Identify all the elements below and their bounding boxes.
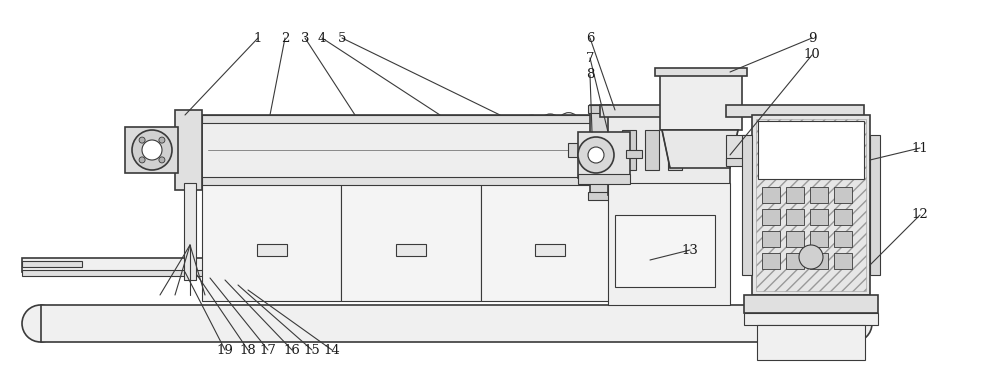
Bar (810, 253, 828, 269)
Bar (810, 231, 828, 247)
Bar (668, 130, 682, 170)
Bar (615, 190, 623, 204)
Circle shape (578, 137, 614, 173)
Bar (588, 105, 612, 113)
Text: 4: 4 (318, 31, 326, 45)
Text: 1: 1 (254, 31, 262, 45)
Bar (752, 115, 870, 295)
Bar (600, 105, 738, 117)
Text: 16: 16 (284, 343, 300, 357)
Bar (655, 68, 747, 76)
Bar (744, 313, 878, 325)
Circle shape (139, 157, 145, 163)
Bar (786, 231, 804, 247)
Bar (744, 295, 878, 313)
Bar (756, 119, 866, 291)
Text: 15: 15 (304, 343, 320, 357)
Circle shape (132, 130, 172, 170)
Bar (834, 187, 852, 203)
Text: 3: 3 (301, 31, 309, 45)
Bar (786, 253, 804, 269)
Bar (125, 127, 178, 173)
Ellipse shape (835, 305, 872, 342)
Circle shape (799, 245, 823, 269)
Bar (568, 143, 586, 157)
Bar (834, 231, 852, 247)
Bar (762, 253, 780, 269)
Circle shape (588, 147, 604, 163)
Bar (615, 215, 715, 287)
Bar (578, 174, 630, 184)
Bar (810, 187, 828, 203)
Bar (202, 115, 595, 185)
Text: 12: 12 (912, 208, 928, 222)
Bar (665, 190, 673, 204)
Text: 11: 11 (912, 142, 928, 154)
Circle shape (139, 137, 145, 143)
Bar (40, 305, 854, 342)
Bar (202, 177, 595, 185)
Bar (622, 130, 636, 170)
Text: 10: 10 (804, 49, 820, 61)
Bar (786, 187, 804, 203)
Bar (726, 158, 756, 166)
Bar (22, 261, 82, 267)
Text: 9: 9 (808, 31, 816, 45)
Bar (645, 130, 659, 170)
Bar (726, 135, 756, 165)
Bar (257, 244, 287, 256)
Bar (202, 183, 341, 301)
Bar (762, 231, 780, 247)
Bar (757, 325, 865, 360)
Bar (762, 209, 780, 225)
Bar (758, 121, 864, 179)
Bar (590, 105, 610, 200)
Circle shape (142, 140, 162, 160)
Bar (202, 115, 595, 123)
Ellipse shape (22, 305, 59, 342)
Bar (341, 183, 481, 301)
Bar (22, 270, 265, 276)
Text: 6: 6 (586, 31, 594, 45)
Bar (762, 187, 780, 203)
Text: 19: 19 (217, 343, 233, 357)
Bar (396, 244, 426, 256)
Bar (22, 258, 265, 272)
Bar (834, 253, 852, 269)
Text: 18: 18 (240, 343, 256, 357)
Bar (228, 255, 258, 275)
Text: 2: 2 (281, 31, 289, 45)
Bar (626, 150, 642, 158)
Text: 5: 5 (338, 31, 346, 45)
Bar (870, 135, 880, 275)
Text: 8: 8 (586, 69, 594, 81)
Bar (535, 244, 565, 256)
Bar (715, 190, 723, 204)
Bar (578, 132, 630, 178)
Bar (742, 135, 752, 275)
Bar (810, 209, 828, 225)
Bar (608, 110, 730, 195)
Bar (184, 183, 196, 280)
Text: 14: 14 (324, 343, 340, 357)
Text: 7: 7 (586, 51, 594, 65)
Bar (726, 105, 864, 117)
Text: 17: 17 (260, 343, 276, 357)
Bar (834, 209, 852, 225)
Bar (640, 190, 648, 204)
Bar (690, 190, 698, 204)
Bar (481, 183, 620, 301)
Bar (660, 72, 742, 130)
Bar (608, 183, 730, 305)
Bar (175, 110, 202, 190)
Bar (786, 209, 804, 225)
Bar (588, 192, 612, 200)
Polygon shape (662, 130, 738, 168)
Circle shape (159, 137, 165, 143)
Circle shape (159, 157, 165, 163)
Text: 13: 13 (682, 243, 698, 257)
